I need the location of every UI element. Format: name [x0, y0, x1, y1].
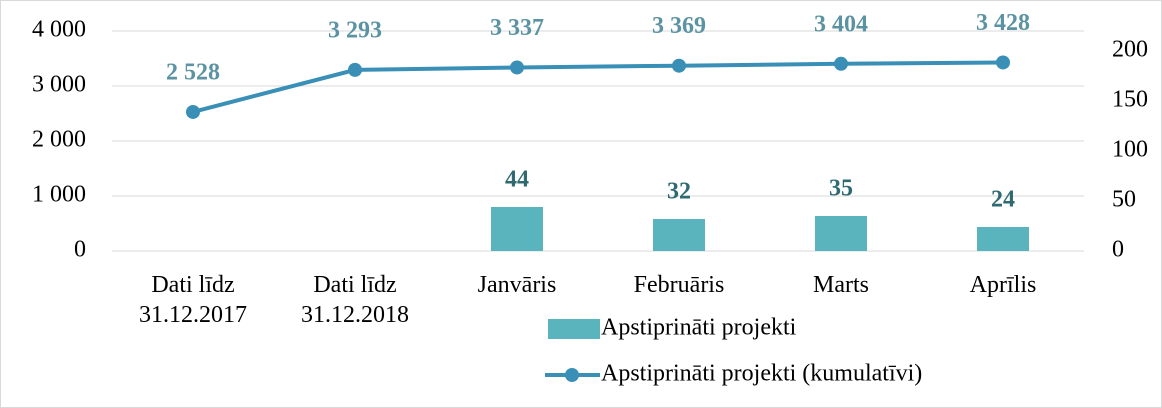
y-tick-label: 4 000 [32, 17, 86, 43]
bar [653, 219, 705, 251]
line-label: 2 528 [166, 59, 220, 85]
y2-tick-label: 200 [1112, 37, 1148, 63]
legend-swatch [565, 368, 579, 382]
line [192, 60, 1004, 114]
line-marker [348, 62, 362, 77]
y-tick-label: 1 000 [32, 182, 86, 208]
x-tick-label: Februāris [633, 272, 725, 298]
line-label: 3 293 [328, 17, 382, 43]
bar-label: 32 [667, 179, 691, 205]
legend-label: Apstiprināti projekti [601, 315, 797, 341]
line-label: 3 404 [814, 11, 868, 37]
line-label: 3 337 [490, 15, 544, 41]
line-label: 3 369 [652, 13, 706, 39]
y2-tick-label: 50 [1112, 187, 1136, 213]
y-tick-label: 0 [74, 237, 86, 263]
y-tick-label: 3 000 [32, 72, 86, 98]
x-tick-label: Dati līdz 31.12.2017 [139, 272, 247, 328]
line-label: 3 428 [976, 10, 1030, 36]
y-tick-label: 2 000 [32, 127, 86, 153]
y2-tick-label: 100 [1112, 137, 1148, 163]
bar [815, 216, 867, 251]
bar-label: 35 [829, 176, 853, 202]
x-tick-label: Janvāris [477, 272, 557, 298]
line-marker [186, 104, 200, 119]
y2-tick-label: 0 [1112, 237, 1124, 263]
legend-swatch [548, 319, 600, 339]
line-marker [510, 60, 524, 75]
line-marker [996, 55, 1010, 70]
x-tick-label: Marts [813, 272, 869, 298]
y2-tick-label: 150 [1112, 87, 1148, 113]
bar [977, 227, 1029, 251]
bar-label: 24 [991, 187, 1015, 213]
bar [491, 207, 543, 251]
bar-label: 44 [505, 167, 529, 193]
legend-label: Apstiprināti projekti (kumulatīvi) [601, 361, 922, 387]
x-tick-label: Aprīlis [969, 272, 1037, 298]
line-marker [672, 58, 686, 73]
line-marker [834, 56, 848, 71]
x-tick-label: Dati līdz 31.12.2018 [301, 272, 409, 328]
